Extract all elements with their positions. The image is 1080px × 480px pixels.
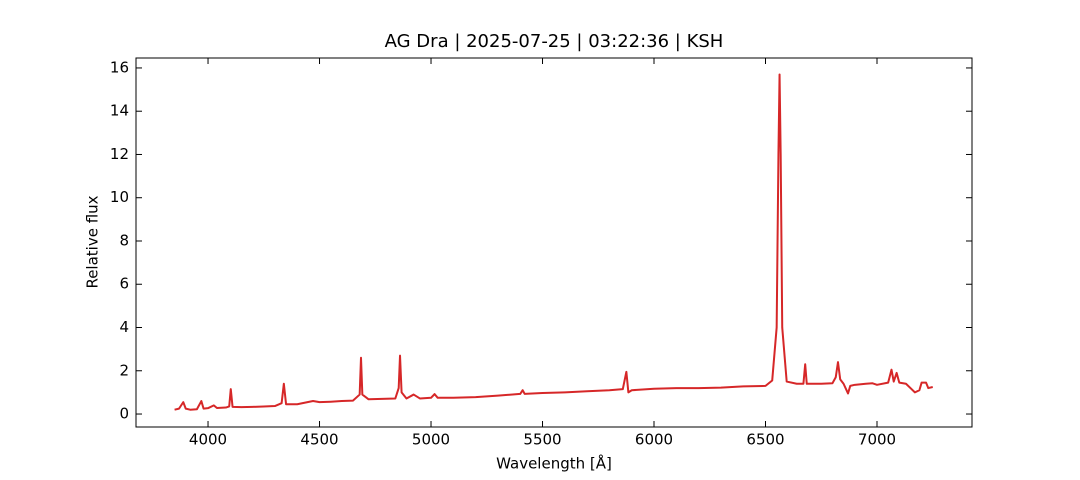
x-tick-label: 6500 xyxy=(746,431,784,449)
y-tick-label: 16 xyxy=(110,58,129,76)
x-tick-label: 4500 xyxy=(300,431,338,449)
y-tick-label: 12 xyxy=(110,145,129,163)
x-tick-label: 7000 xyxy=(858,431,896,449)
x-tick-label: 5000 xyxy=(412,431,450,449)
spectrum-line xyxy=(174,73,933,411)
y-tick-label: 4 xyxy=(119,318,129,336)
x-axis-label: Wavelength [Å] xyxy=(496,454,612,473)
axes-frame xyxy=(135,57,973,428)
y-tick-label: 2 xyxy=(119,361,129,379)
y-tick-label: 8 xyxy=(119,231,129,249)
y-tick-label: 14 xyxy=(110,102,129,120)
y-tick-label: 10 xyxy=(110,188,129,206)
x-tick-label: 5500 xyxy=(523,431,561,449)
y-axis-label: Relative flux xyxy=(84,195,102,288)
y-tick-label: 6 xyxy=(119,275,129,293)
y-tick-label: 0 xyxy=(119,405,129,423)
chart-title: AG Dra | 2025-07-25 | 03:22:36 | KSH xyxy=(385,31,724,52)
x-tick-label: 4000 xyxy=(189,431,227,449)
x-tick-label: 6000 xyxy=(635,431,673,449)
